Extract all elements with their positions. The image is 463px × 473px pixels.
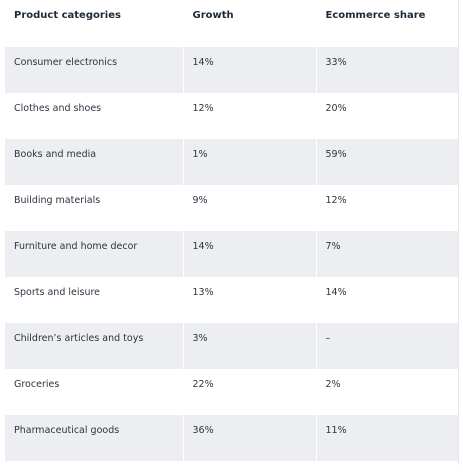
table-row: Groceries 22% 2% xyxy=(5,369,459,415)
cell-product-category: Groceries xyxy=(5,369,183,415)
cell-product-category: Children’s articles and toys xyxy=(5,323,183,369)
table-header-row: Product categories Growth Ecommerce shar… xyxy=(5,0,459,47)
cell-ecommerce-share: 14% xyxy=(315,277,459,323)
table-row: Clothes and shoes 12% 20% xyxy=(5,93,459,139)
column-header-ecommerce-share: Ecommerce share xyxy=(315,0,459,47)
table-row: Building materials 9% 12% xyxy=(5,185,459,231)
column-header-growth: Growth xyxy=(182,0,316,47)
cell-ecommerce-share: 20% xyxy=(315,93,459,139)
table-row: Pharmaceutical goods 36% 11% xyxy=(5,415,459,461)
cell-growth: 14% xyxy=(182,231,316,277)
cell-growth: 1% xyxy=(182,139,316,185)
cell-ecommerce-share: 33% xyxy=(315,47,459,93)
cell-ecommerce-share: 12% xyxy=(315,185,459,231)
cell-growth: 9% xyxy=(182,185,316,231)
table-row: Consumer electronics 14% 33% xyxy=(5,47,459,93)
column-header-product-categories: Product categories xyxy=(5,0,183,47)
table-row: Sports and leisure 13% 14% xyxy=(5,277,459,323)
product-categories-table-container: Product categories Growth Ecommerce shar… xyxy=(5,0,459,465)
cell-product-category: Clothes and shoes xyxy=(5,93,183,139)
cell-product-category: Consumer electronics xyxy=(5,47,183,93)
cell-growth: 22% xyxy=(182,369,316,415)
cell-ecommerce-share: – xyxy=(315,323,459,369)
cell-growth: 36% xyxy=(182,415,316,461)
product-categories-table: Product categories Growth Ecommerce shar… xyxy=(5,0,459,461)
cell-product-category: Sports and leisure xyxy=(5,277,183,323)
cell-growth: 14% xyxy=(182,47,316,93)
cell-ecommerce-share: 7% xyxy=(315,231,459,277)
cell-product-category: Building materials xyxy=(5,185,183,231)
table-row: Books and media 1% 59% xyxy=(5,139,459,185)
cell-ecommerce-share: 2% xyxy=(315,369,459,415)
cell-product-category: Furniture and home decor xyxy=(5,231,183,277)
cell-ecommerce-share: 59% xyxy=(315,139,459,185)
table-row: Children’s articles and toys 3% – xyxy=(5,323,459,369)
cell-product-category: Pharmaceutical goods xyxy=(5,415,183,461)
cell-ecommerce-share: 11% xyxy=(315,415,459,461)
table-row: Furniture and home decor 14% 7% xyxy=(5,231,459,277)
cell-growth: 13% xyxy=(182,277,316,323)
cell-growth: 12% xyxy=(182,93,316,139)
cell-product-category: Books and media xyxy=(5,139,183,185)
table-right-border xyxy=(458,0,459,465)
cell-growth: 3% xyxy=(182,323,316,369)
